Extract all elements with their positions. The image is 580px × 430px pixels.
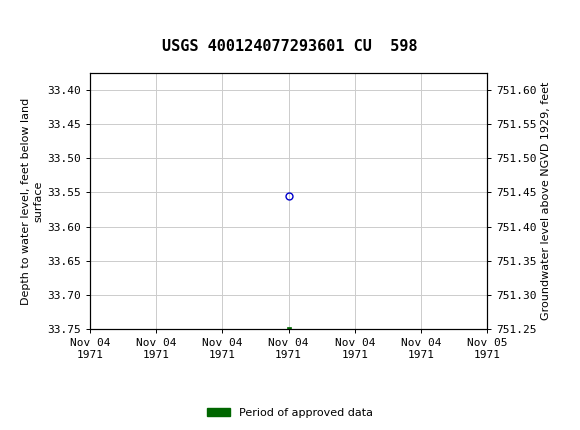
Text: USGS 400124077293601 CU  598: USGS 400124077293601 CU 598 bbox=[162, 39, 418, 54]
Text: USGS: USGS bbox=[38, 10, 85, 25]
Y-axis label: Depth to water level, feet below land
surface: Depth to water level, feet below land su… bbox=[21, 98, 43, 304]
Y-axis label: Groundwater level above NGVD 1929, feet: Groundwater level above NGVD 1929, feet bbox=[541, 82, 551, 320]
Legend: Period of approved data: Period of approved data bbox=[203, 403, 377, 422]
